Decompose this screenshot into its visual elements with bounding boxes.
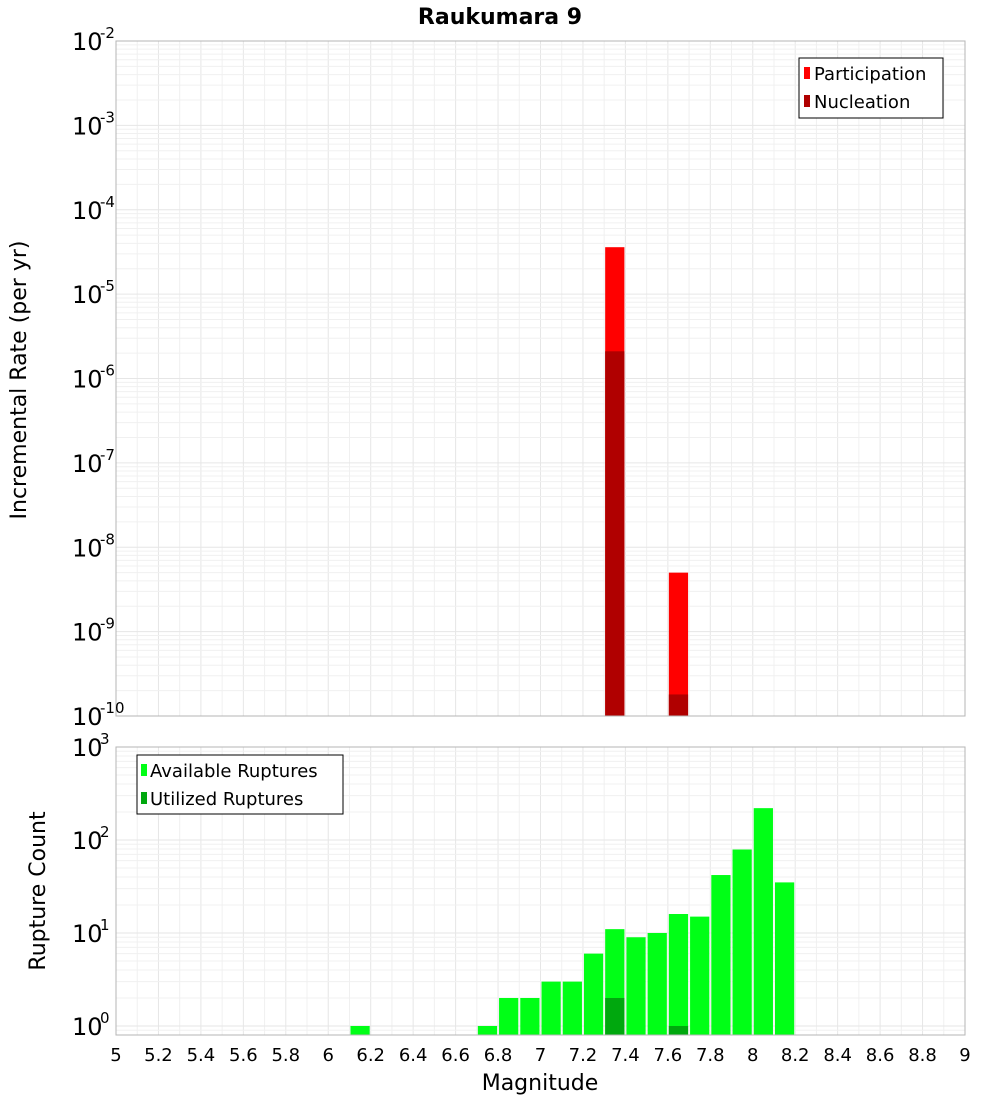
bar-participation <box>668 572 689 716</box>
x-tick-label: 5.4 <box>187 1045 216 1066</box>
bar-available-ruptures <box>690 916 710 1035</box>
count-y-tick-label: 10 <box>72 1013 103 1041</box>
bar-available-ruptures <box>350 1025 370 1035</box>
count-plot-frame <box>115 746 966 1036</box>
count-plot-y-axis-label: Rupture Count <box>26 811 51 971</box>
bar-nucleation <box>605 351 625 716</box>
bar-available-ruptures <box>774 882 795 1035</box>
x-tick-label: 6.8 <box>484 1045 513 1066</box>
bar-available-ruptures <box>499 997 519 1035</box>
rate-y-tick-label: 10 <box>72 534 103 562</box>
bar-utilized-ruptures <box>668 1025 689 1035</box>
rate-plot-y-axis-label: Incremental Rate (per yr) <box>7 241 32 520</box>
x-tick-label: 7.2 <box>569 1045 598 1066</box>
rate-y-tick-label: 10 <box>72 366 103 394</box>
bar-available-ruptures <box>647 932 667 1035</box>
bar-available-ruptures <box>711 875 731 1035</box>
bar-available-ruptures <box>520 997 540 1035</box>
legend-swatch-nucleation <box>804 95 810 107</box>
rate-plot-grid <box>115 40 966 717</box>
x-tick-label: 8.6 <box>866 1045 895 1066</box>
bar-available-ruptures <box>477 1025 498 1035</box>
chart-title: Raukumara 9 <box>418 5 582 30</box>
rate-plot-bars <box>605 247 689 716</box>
count-y-tick-exponent: 3 <box>100 730 110 748</box>
legend-label-available-ruptures: Available Ruptures <box>150 761 318 782</box>
x-tick-label: 8.8 <box>908 1045 937 1066</box>
legend-swatch-utilized-ruptures <box>141 792 147 804</box>
count-plot-legend-box <box>136 754 344 815</box>
rate-y-tick-label: 10 <box>72 450 103 478</box>
rate-y-tick-label: 10 <box>72 281 103 309</box>
x-tick-label: 5 <box>110 1045 121 1066</box>
count-plot-legend: Available Ruptures Utilized Ruptures <box>136 754 344 815</box>
bar-available-ruptures <box>732 849 752 1035</box>
x-tick-label: 5.8 <box>271 1045 300 1066</box>
legend-swatch-participation <box>804 67 810 79</box>
rate-y-tick-exponent: -8 <box>100 530 115 548</box>
rate-y-tick-label: 10 <box>72 28 103 56</box>
count-y-tick-label: 10 <box>72 920 103 948</box>
bar-available-ruptures <box>583 953 604 1035</box>
x-tick-label: 7 <box>535 1045 546 1066</box>
x-tick-label: 6.6 <box>441 1045 470 1066</box>
count-y-tick-label: 10 <box>72 827 103 855</box>
x-tick-label: 7.8 <box>696 1045 725 1066</box>
rate-y-tick-label: 10 <box>72 703 103 731</box>
x-tick-label: 9 <box>959 1045 970 1066</box>
legend-label-participation: Participation <box>814 64 926 85</box>
rate-y-tick-label: 10 <box>72 112 103 140</box>
count-plot-grid <box>115 746 966 1036</box>
rate-y-tick-exponent: -9 <box>100 615 115 633</box>
x-tick-label: 6 <box>323 1045 334 1066</box>
bar-nucleation <box>668 694 689 716</box>
rate-plot-legend: Participation Nucleation <box>798 57 944 119</box>
x-tick-label: 6.2 <box>356 1045 385 1066</box>
bar-available-ruptures <box>668 914 689 1035</box>
rate-plot-legend-box <box>798 57 944 119</box>
rate-y-tick-exponent: -5 <box>100 277 115 295</box>
x-tick-label: 8 <box>747 1045 758 1066</box>
bar-utilized-ruptures <box>605 997 625 1035</box>
count-y-tick-label: 10 <box>72 734 103 762</box>
rate-y-tick-exponent: -7 <box>100 446 115 464</box>
legend-swatch-available-ruptures <box>141 764 147 776</box>
rate-y-tick-label: 10 <box>72 197 103 225</box>
x-tick-label: 8.4 <box>823 1045 852 1066</box>
x-tick-label: 5.2 <box>144 1045 173 1066</box>
rate-plot-frame <box>115 40 966 717</box>
bar-available-ruptures <box>753 808 773 1035</box>
bar-available-ruptures <box>626 937 646 1035</box>
rate-y-tick-exponent: -2 <box>100 24 115 42</box>
rate-y-tick-label: 10 <box>72 619 103 647</box>
x-tick-label: 6.4 <box>399 1045 428 1066</box>
bar-available-ruptures <box>562 981 582 1035</box>
x-axis-label: Magnitude <box>482 1071 599 1096</box>
count-plot-bars <box>350 808 795 1035</box>
rate-y-tick-exponent: -10 <box>100 699 125 717</box>
x-tick-label: 8.2 <box>781 1045 810 1066</box>
count-y-tick-exponent: 1 <box>100 916 110 934</box>
count-plot-x-ticks: 5 5.2 5.4 5.6 5.8 6 6.2 6.4 6.6 6.8 7 7.2 7.4 7.6 7.8 8… <box>110 1045 970 1066</box>
legend-label-nucleation: Nucleation <box>814 92 910 113</box>
x-tick-label: 5.6 <box>229 1045 258 1066</box>
rate-y-tick-exponent: -4 <box>100 193 115 211</box>
bar-available-ruptures <box>541 981 561 1035</box>
rate-y-tick-exponent: -6 <box>100 362 115 380</box>
x-tick-label: 7.4 <box>611 1045 640 1066</box>
x-tick-label: 7.6 <box>654 1045 683 1066</box>
rate-y-tick-exponent: -3 <box>100 108 115 126</box>
count-y-tick-exponent: 0 <box>100 1009 110 1027</box>
count-y-tick-exponent: 2 <box>100 823 110 841</box>
legend-label-utilized-ruptures: Utilized Ruptures <box>150 789 303 810</box>
